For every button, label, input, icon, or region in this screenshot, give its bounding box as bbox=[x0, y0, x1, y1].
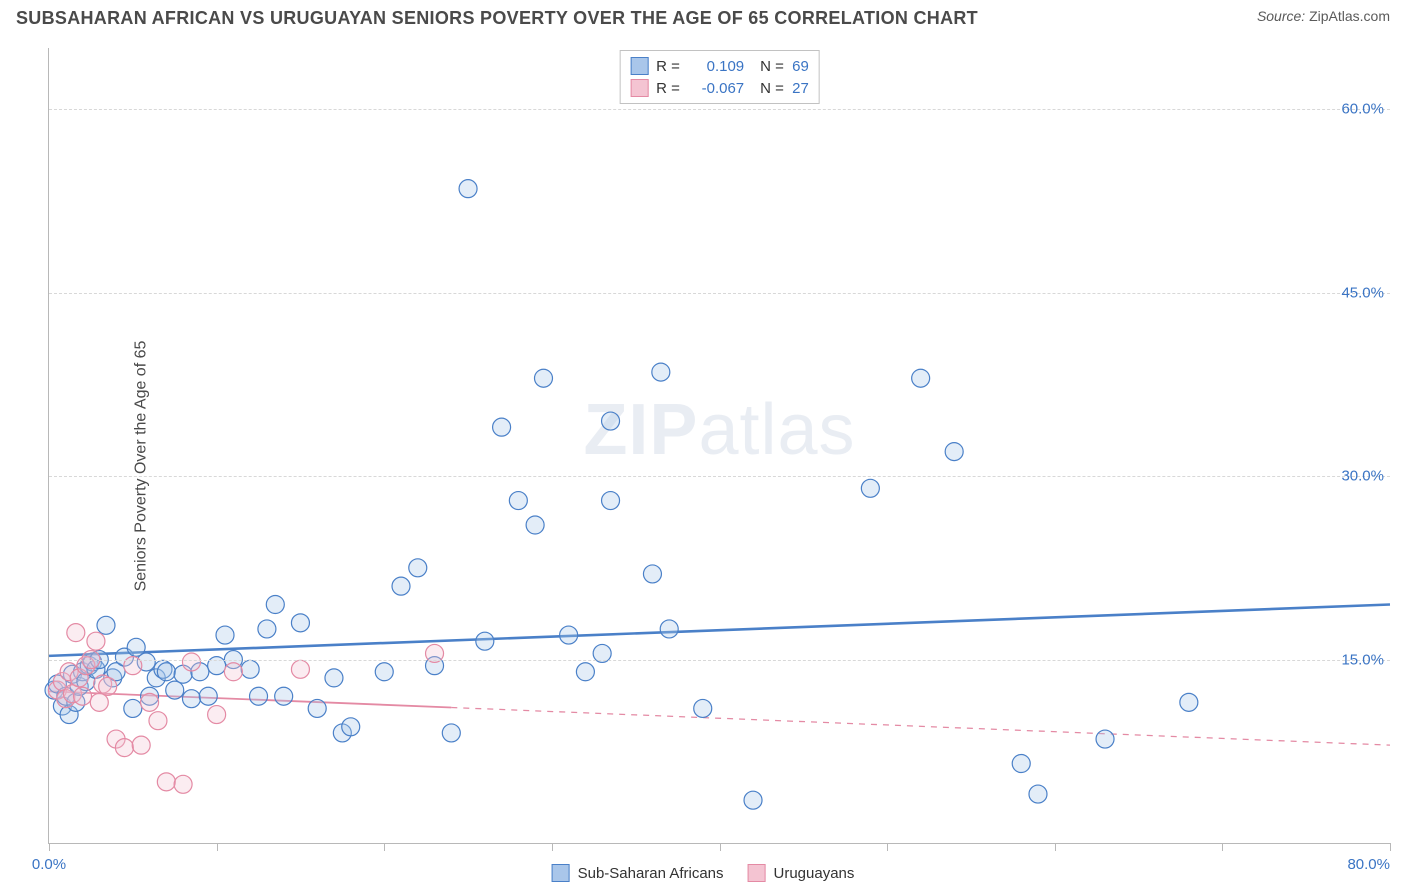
trend-line bbox=[49, 605, 1390, 656]
data-point bbox=[291, 614, 309, 632]
y-tick-label: 60.0% bbox=[1341, 101, 1384, 118]
gridline bbox=[49, 476, 1390, 477]
data-point bbox=[534, 369, 552, 387]
source-attribution: Source: ZipAtlas.com bbox=[1257, 8, 1390, 24]
data-point bbox=[744, 791, 762, 809]
data-point bbox=[157, 663, 175, 681]
data-point bbox=[199, 687, 217, 705]
source-label: Source: bbox=[1257, 8, 1305, 24]
data-point bbox=[166, 681, 184, 699]
data-point bbox=[132, 736, 150, 754]
data-point bbox=[602, 492, 620, 510]
x-tick bbox=[552, 843, 553, 851]
data-point bbox=[459, 180, 477, 198]
data-point bbox=[660, 620, 678, 638]
data-point bbox=[97, 616, 115, 634]
data-point bbox=[652, 363, 670, 381]
y-tick-label: 45.0% bbox=[1341, 284, 1384, 301]
data-point bbox=[182, 690, 200, 708]
data-point bbox=[576, 663, 594, 681]
legend-swatch-b bbox=[748, 864, 766, 882]
x-tick bbox=[1222, 843, 1223, 851]
data-point bbox=[1180, 693, 1198, 711]
data-point bbox=[208, 706, 226, 724]
data-point bbox=[174, 775, 192, 793]
data-point bbox=[99, 677, 117, 695]
data-point bbox=[602, 412, 620, 430]
data-point bbox=[124, 699, 142, 717]
legend-item-b: Uruguayans bbox=[748, 864, 855, 882]
data-point bbox=[442, 724, 460, 742]
data-point bbox=[1029, 785, 1047, 803]
data-point bbox=[275, 687, 293, 705]
data-point bbox=[258, 620, 276, 638]
data-point bbox=[141, 693, 159, 711]
data-point bbox=[241, 660, 259, 678]
gridline bbox=[49, 660, 1390, 661]
data-point bbox=[409, 559, 427, 577]
data-point bbox=[526, 516, 544, 534]
data-point bbox=[90, 693, 108, 711]
legend-label-b: Uruguayans bbox=[774, 865, 855, 882]
data-point bbox=[67, 624, 85, 642]
x-tick bbox=[49, 843, 50, 851]
x-tick-label: 0.0% bbox=[32, 856, 66, 873]
data-point bbox=[308, 699, 326, 717]
data-point bbox=[250, 687, 268, 705]
plot-svg bbox=[49, 48, 1390, 843]
source-value: ZipAtlas.com bbox=[1309, 8, 1390, 24]
data-point bbox=[509, 492, 527, 510]
data-point bbox=[224, 663, 242, 681]
x-tick bbox=[384, 843, 385, 851]
data-point bbox=[157, 773, 175, 791]
chart-header: SUBSAHARAN AFRICAN VS URUGUAYAN SENIORS … bbox=[0, 0, 1406, 33]
x-tick bbox=[1390, 843, 1391, 851]
x-tick bbox=[720, 843, 721, 851]
data-point bbox=[149, 712, 167, 730]
data-point bbox=[342, 718, 360, 736]
legend-item-a: Sub-Saharan Africans bbox=[552, 864, 724, 882]
gridline bbox=[49, 293, 1390, 294]
data-point bbox=[560, 626, 578, 644]
chart-container: Seniors Poverty Over the Age of 65 ZIPat… bbox=[0, 40, 1406, 892]
gridline bbox=[49, 109, 1390, 110]
data-point bbox=[266, 596, 284, 614]
data-point bbox=[182, 653, 200, 671]
data-point bbox=[694, 699, 712, 717]
y-tick-label: 30.0% bbox=[1341, 468, 1384, 485]
plot-area: ZIPatlas R = 0.109 N = 69 R = -0.067 N =… bbox=[48, 48, 1390, 844]
data-point bbox=[375, 663, 393, 681]
data-point bbox=[74, 687, 92, 705]
data-point bbox=[325, 669, 343, 687]
x-tick-label: 80.0% bbox=[1347, 856, 1390, 873]
legend-swatch-a bbox=[552, 864, 570, 882]
data-point bbox=[476, 632, 494, 650]
legend-label-a: Sub-Saharan Africans bbox=[578, 865, 724, 882]
data-point bbox=[861, 479, 879, 497]
chart-title: SUBSAHARAN AFRICAN VS URUGUAYAN SENIORS … bbox=[16, 8, 978, 29]
x-tick bbox=[887, 843, 888, 851]
data-point bbox=[87, 632, 105, 650]
y-tick-label: 15.0% bbox=[1341, 651, 1384, 668]
x-tick bbox=[217, 843, 218, 851]
data-point bbox=[912, 369, 930, 387]
x-tick bbox=[1055, 843, 1056, 851]
data-point bbox=[291, 660, 309, 678]
data-point bbox=[115, 739, 133, 757]
data-point bbox=[493, 418, 511, 436]
data-point bbox=[392, 577, 410, 595]
trend-line-dashed bbox=[451, 707, 1390, 745]
data-point bbox=[945, 443, 963, 461]
legend: Sub-Saharan Africans Uruguayans bbox=[552, 864, 855, 882]
data-point bbox=[1096, 730, 1114, 748]
data-point bbox=[1012, 755, 1030, 773]
data-point bbox=[643, 565, 661, 583]
data-point bbox=[216, 626, 234, 644]
